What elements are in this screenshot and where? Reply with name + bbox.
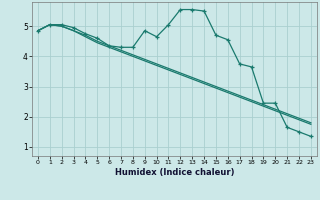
X-axis label: Humidex (Indice chaleur): Humidex (Indice chaleur) (115, 168, 234, 177)
